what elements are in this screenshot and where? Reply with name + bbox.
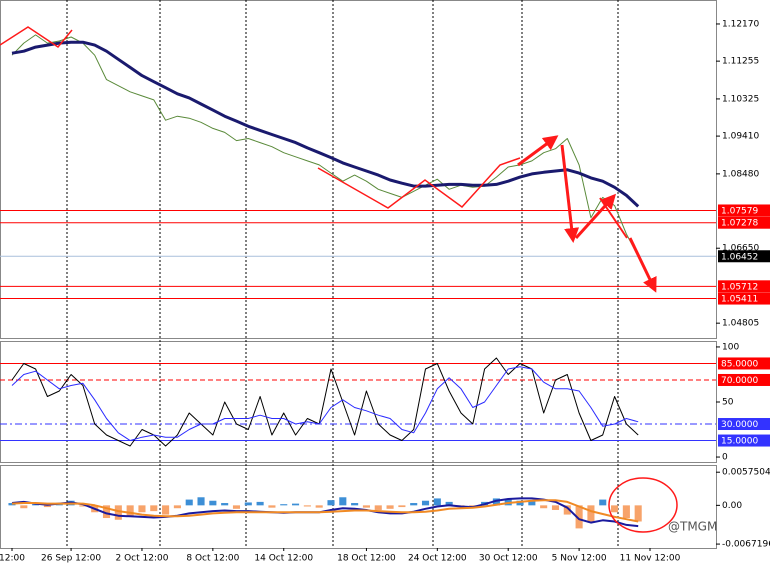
x-tick-label: 24 Oct 12:00 <box>408 554 467 564</box>
level-label: 1.07579 <box>721 206 758 216</box>
y-tick-label: 1.12170 <box>722 19 759 29</box>
y-tick-label: 1.08480 <box>722 169 759 179</box>
x-tick-label: 26 Sep 12:00 <box>41 554 101 564</box>
histogram-bar <box>528 500 536 506</box>
histogram-bar <box>268 505 276 508</box>
histogram-bar <box>79 505 87 507</box>
histogram-bar <box>551 505 560 510</box>
series-line <box>11 34 639 257</box>
watermark: @TMGM <box>668 520 717 534</box>
histogram-bar <box>185 499 193 506</box>
histogram-bar <box>563 505 571 515</box>
histogram-bar <box>492 498 500 506</box>
histogram-bar <box>575 505 583 529</box>
period-separators <box>66 0 619 548</box>
histogram-bar <box>386 505 394 509</box>
histogram-bar <box>232 505 241 509</box>
y-tick-label: 1.06650 <box>722 244 759 254</box>
histogram-bar <box>256 501 264 506</box>
level-label-box <box>718 292 770 305</box>
level-label-box <box>718 280 770 293</box>
histogram-bar <box>280 504 288 506</box>
plot-layer: 1.12170 1.11255 1.10325 1.09410 1.08480 1.066… <box>0 19 770 564</box>
histogram-bar <box>433 498 441 506</box>
y-tick-label: 50 <box>722 397 734 407</box>
histogram-bar <box>587 505 595 523</box>
histogram-bar <box>362 505 370 508</box>
histogram-bar <box>102 505 111 519</box>
histogram-bar <box>540 505 548 509</box>
histogram-bar <box>43 505 51 508</box>
histogram-bar <box>339 497 347 506</box>
histogram-bar <box>138 505 146 513</box>
x-tick-label: 8 Oct 12:00 <box>186 554 239 564</box>
y-tick-label: 1.04805 <box>722 319 759 329</box>
histogram-bar <box>114 505 122 520</box>
level-label: 15.0000 <box>721 437 758 447</box>
level-label: 30.0000 <box>721 420 758 430</box>
histogram-bar <box>244 502 252 506</box>
histogram-bar <box>292 503 300 506</box>
histogram-bar <box>32 504 40 506</box>
level-label-box <box>718 250 770 263</box>
x-tick-label: 12:00 <box>0 554 25 564</box>
x-tick-label: 11 Nov 12:00 <box>620 554 681 564</box>
level-label-box <box>718 418 770 431</box>
level-label: 1.07278 <box>721 219 758 229</box>
series-line <box>11 499 639 523</box>
histogram-bar <box>209 500 217 506</box>
level-label: 1.05712 <box>721 282 758 292</box>
histogram-bar <box>599 499 607 506</box>
x-tick-label: 18 Oct 12:00 <box>337 554 396 564</box>
y-tick-label: 100 <box>722 342 739 352</box>
histogram-bar <box>20 505 28 509</box>
level-label-box <box>718 373 770 386</box>
histogram-bar <box>398 505 406 508</box>
histogram-bar <box>374 505 382 510</box>
histogram-bar <box>327 500 335 506</box>
histogram-bar <box>126 505 134 516</box>
level-label: 85.0000 <box>721 359 758 369</box>
y-tick-label: 0.0057504 <box>722 468 770 478</box>
level-label-box <box>718 357 770 370</box>
histogram-bar <box>445 501 453 506</box>
histogram-bar <box>303 505 311 507</box>
x-tick-label: 2 Oct 12:00 <box>115 554 168 564</box>
y-tick-label: -0.0067196 <box>722 540 770 550</box>
histogram-bar <box>421 500 430 506</box>
y-tick-label: 1.11255 <box>722 57 759 67</box>
level-label-box <box>718 204 770 217</box>
histogram-bar <box>634 505 642 522</box>
series-line <box>11 40 640 208</box>
x-tick-label: 5 Nov 12:00 <box>552 554 607 564</box>
y-tick-label: 0 <box>722 453 728 463</box>
histogram-bar <box>173 505 181 509</box>
histogram-bar <box>410 503 418 506</box>
histogram-bar <box>197 497 205 506</box>
level-label: 1.05411 <box>721 295 758 305</box>
series-line <box>11 357 639 447</box>
level-label-box <box>718 216 770 229</box>
histogram-bar <box>351 503 359 506</box>
histogram-bar <box>611 505 619 513</box>
y-tick-label: 1.10325 <box>722 94 759 104</box>
level-label-box <box>718 434 770 447</box>
annotations <box>0 26 678 533</box>
level-label: 1.06452 <box>721 252 758 262</box>
histogram-bar <box>221 503 229 506</box>
histogram-bar <box>315 505 323 508</box>
histogram-bar <box>8 503 16 506</box>
level-label: 70.0000 <box>721 376 758 386</box>
series-line <box>11 366 639 441</box>
histogram-bar <box>622 505 630 519</box>
y-tick-label: 0.00 <box>722 501 742 511</box>
x-tick-label: 14 Oct 12:00 <box>254 554 313 564</box>
histogram-bar <box>150 505 158 512</box>
y-tick-label: 1.09410 <box>722 132 759 142</box>
histogram-bar <box>162 505 170 515</box>
x-tick-label: 30 Oct 12:00 <box>479 554 538 564</box>
histogram-bar <box>516 500 524 506</box>
